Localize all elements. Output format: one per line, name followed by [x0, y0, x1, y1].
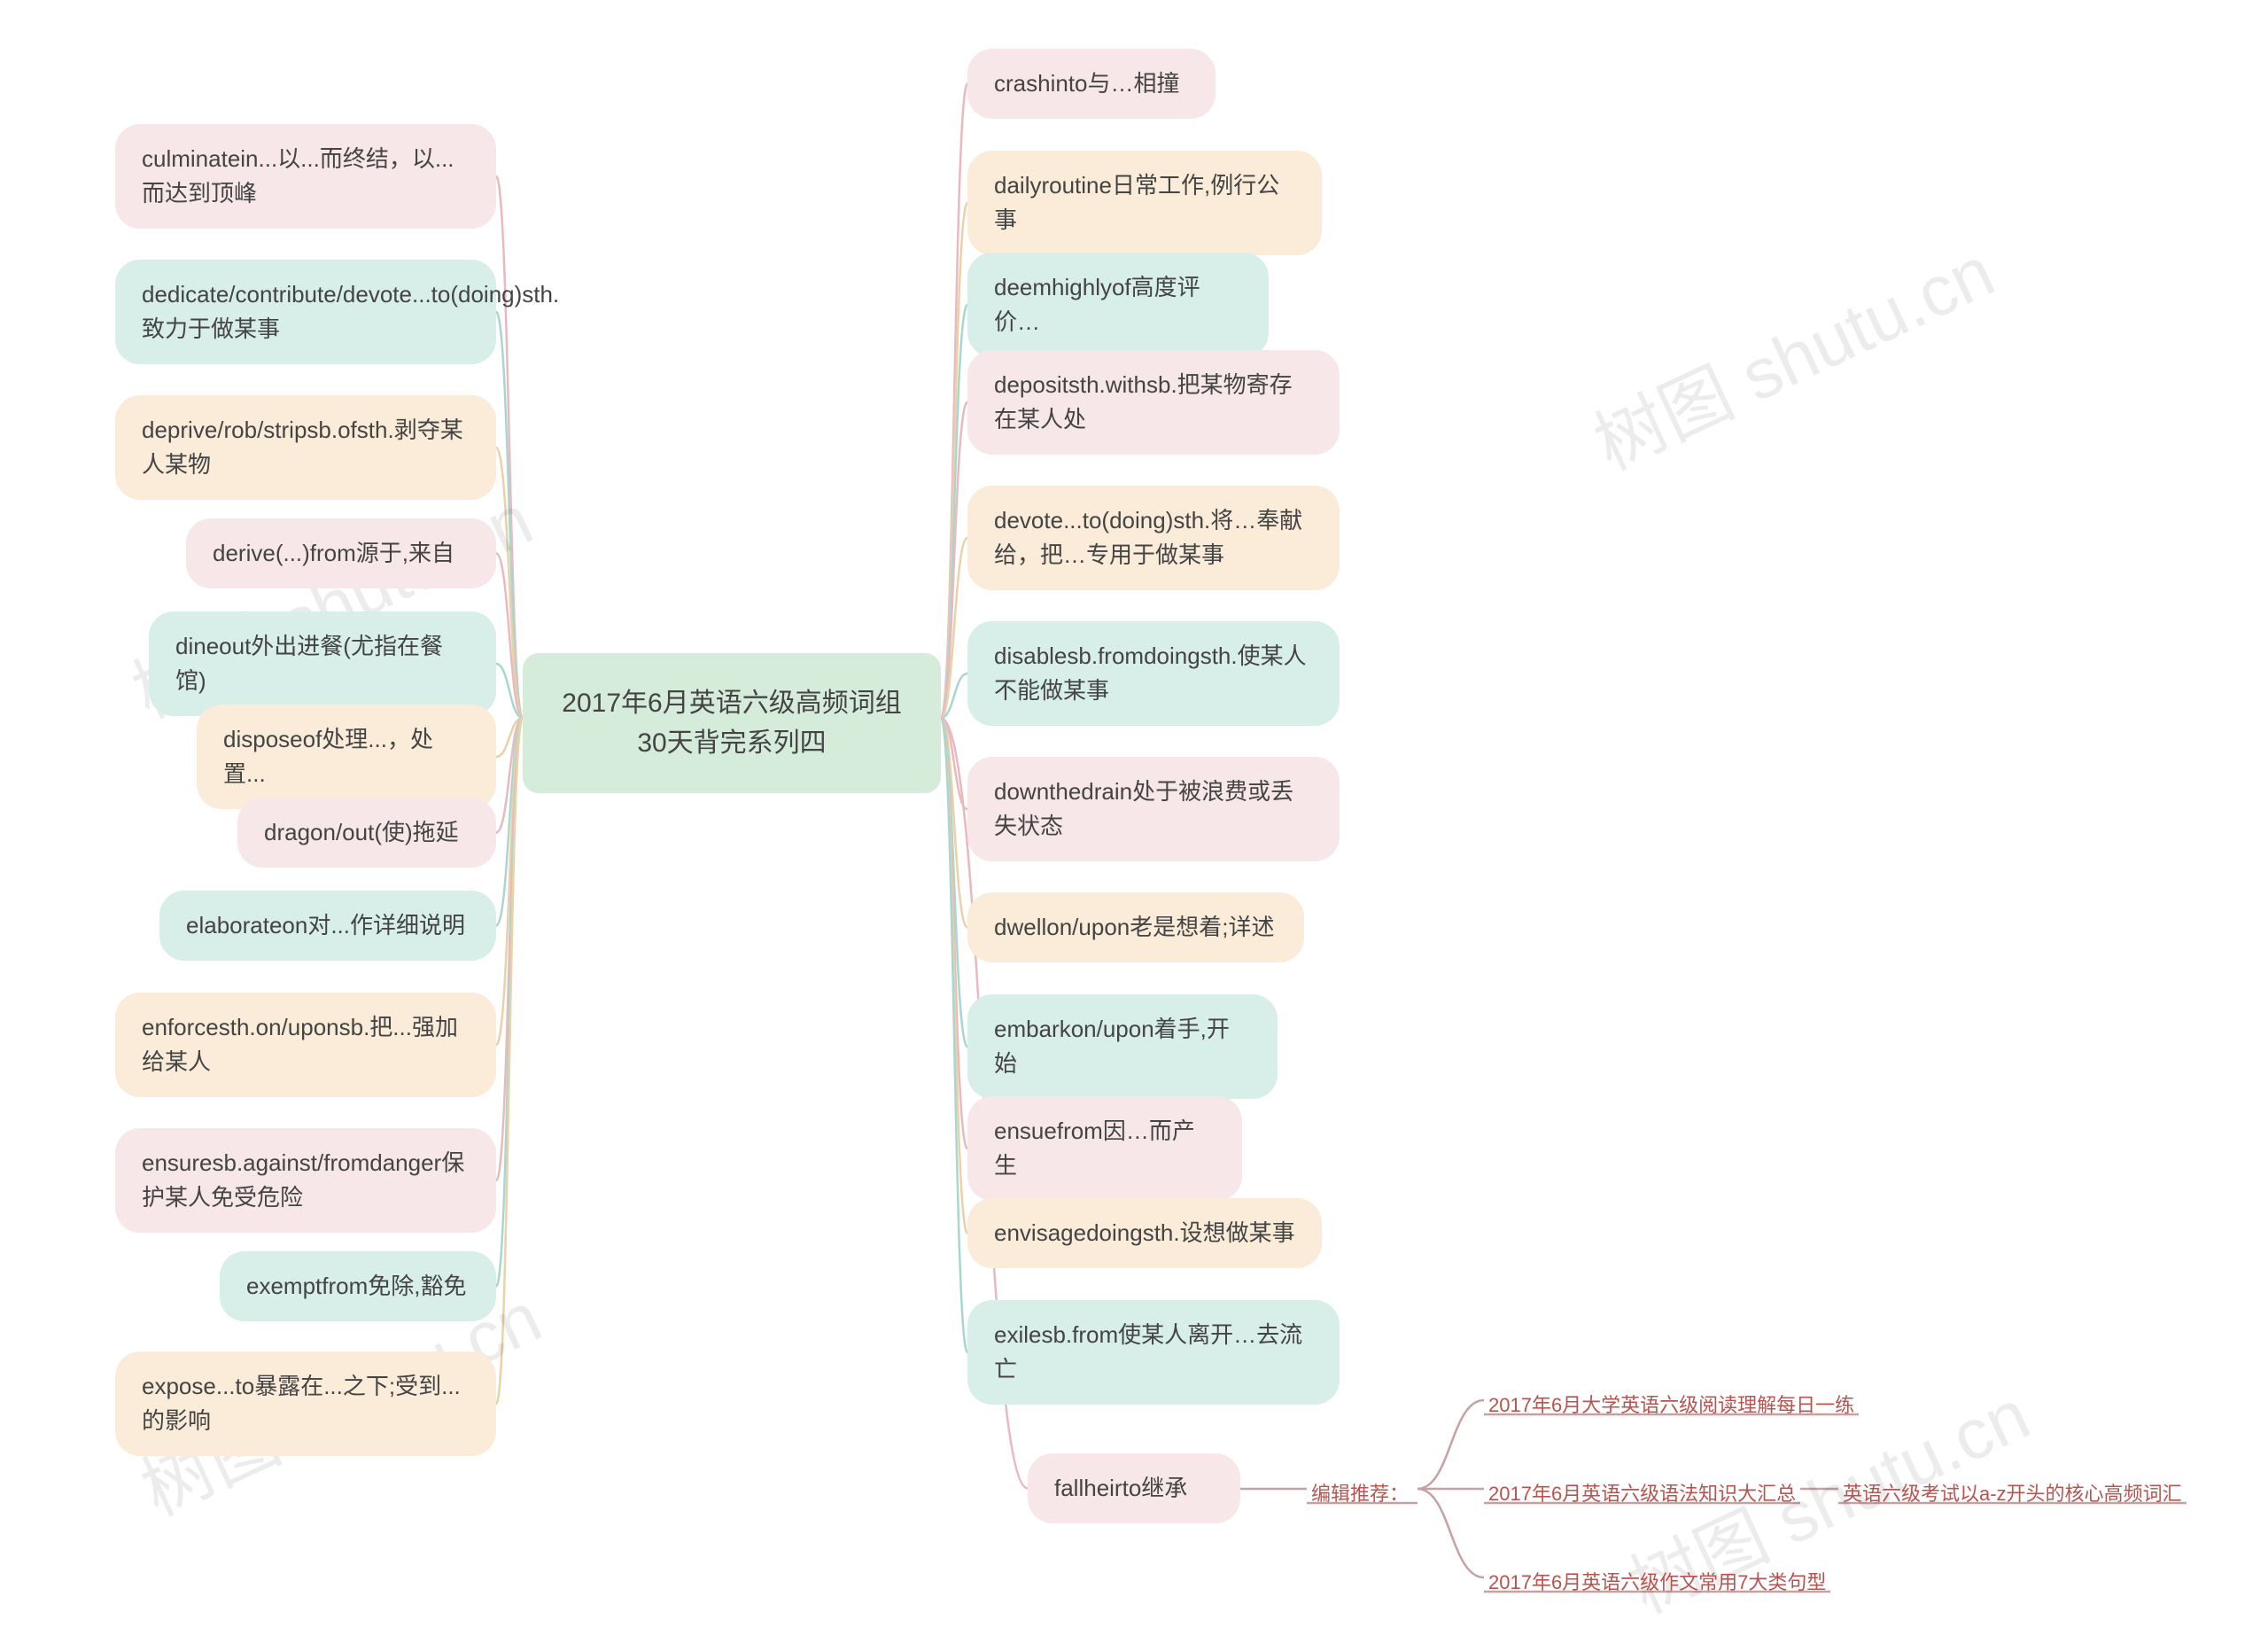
node-right-8[interactable]: embarkon/upon着手,开始: [967, 994, 1278, 1099]
node-right-12[interactable]: fallheirto继承: [1028, 1453, 1240, 1523]
node-right-1[interactable]: dailyroutine日常工作,例行公事: [967, 151, 1322, 255]
center-node[interactable]: 2017年6月英语六级高频词组30天背完系列四: [523, 653, 941, 793]
node-left-5[interactable]: disposeof处理...，处置...: [197, 705, 496, 809]
node-left-6[interactable]: dragon/out(使)拖延: [237, 798, 496, 868]
node-right-3[interactable]: depositsth.withsb.把某物寄存在某人处: [967, 350, 1340, 455]
node-left-11[interactable]: expose...to暴露在...之下;受到...的影响: [115, 1351, 496, 1456]
mindmap-canvas: 树图 shutu.cn树图 shutu.cn树图 shutu.cn树图 shut…: [0, 0, 2268, 1651]
node-right-5[interactable]: disablesb.fromdoingsth.使某人不能做某事: [967, 621, 1340, 726]
node-left-9[interactable]: ensuresb.against/fromdanger保护某人免受危险: [115, 1128, 496, 1233]
node-left-8[interactable]: enforcesth.on/uponsb.把...强加给某人: [115, 993, 496, 1097]
node-left-1[interactable]: dedicate/contribute/devote...to(doing)st…: [115, 260, 496, 364]
node-right-6[interactable]: downthedrain处于被浪费或丢失状态: [967, 757, 1340, 861]
sub-item-1[interactable]: 2017年6月英语六级语法知识大汇总: [1488, 1478, 1796, 1507]
node-left-7[interactable]: elaborateon对...作详细说明: [159, 891, 496, 961]
node-right-2[interactable]: deemhighlyof高度评价…: [967, 253, 1269, 357]
sub-item-0[interactable]: 2017年6月大学英语六级阅读理解每日一练: [1488, 1390, 1854, 1418]
node-left-0[interactable]: culminatein...以...而终结，以...而达到顶峰: [115, 124, 496, 229]
sub-label: 编辑推荐：: [1311, 1478, 1409, 1507]
sub-item-1-child[interactable]: 英语六级考试以a-z开头的核心高频词汇: [1843, 1478, 2182, 1507]
node-left-10[interactable]: exemptfrom免除,豁免: [220, 1251, 496, 1321]
node-left-3[interactable]: derive(...)from源于,来自: [186, 518, 496, 588]
node-left-2[interactable]: deprive/rob/stripsb.ofsth.剥夺某人某物: [115, 395, 496, 500]
node-right-7[interactable]: dwellon/upon老是想着;详述: [967, 892, 1304, 962]
watermark: 树图 shutu.cn: [1575, 215, 2008, 490]
node-right-10[interactable]: envisagedoingsth.设想做某事: [967, 1198, 1322, 1268]
node-right-0[interactable]: crashinto与…相撞: [967, 49, 1216, 119]
node-right-9[interactable]: ensuefrom因…而产生: [967, 1096, 1242, 1201]
node-right-11[interactable]: exilesb.from使某人离开…去流亡: [967, 1300, 1340, 1405]
node-right-4[interactable]: devote...to(doing)sth.将…奉献给，把…专用于做某事: [967, 486, 1340, 590]
node-left-4[interactable]: dineout外出进餐(尤指在餐馆): [149, 611, 496, 716]
sub-item-2[interactable]: 2017年6月英语六级作文常用7大类句型: [1488, 1567, 1826, 1595]
